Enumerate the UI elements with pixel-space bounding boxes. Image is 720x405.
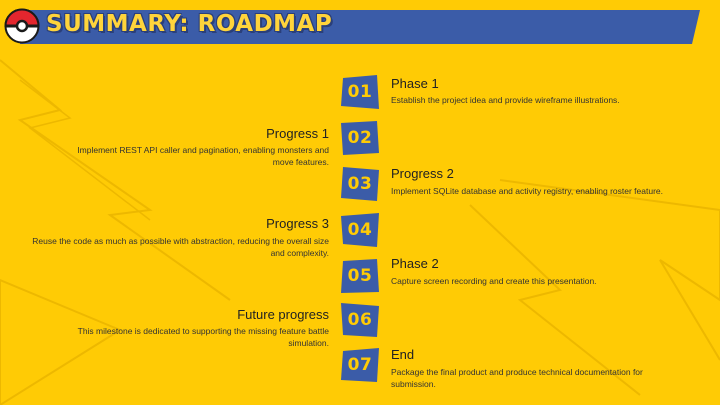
step-number-badge: 01 bbox=[341, 75, 379, 109]
step-description: This milestone is dedicated to supportin… bbox=[77, 326, 329, 348]
step-number: 02 bbox=[347, 128, 373, 148]
step-description: Capture screen recording and create this… bbox=[391, 276, 597, 286]
step-title: Progress 3 bbox=[266, 216, 329, 231]
step-description: Establish the project idea and provide w… bbox=[391, 95, 620, 105]
step-description: Implement SQLite database and activity r… bbox=[391, 186, 663, 196]
step-number-badge: 04 bbox=[341, 213, 379, 247]
step-title: Future progress bbox=[237, 307, 329, 322]
step-title: Progress 1 bbox=[266, 126, 329, 141]
step-number: 07 bbox=[347, 355, 373, 375]
step-description: Implement REST API caller and pagination… bbox=[77, 145, 329, 167]
step-number-badge: 06 bbox=[341, 303, 379, 337]
step-number-badge: 03 bbox=[341, 167, 379, 201]
step-number: 05 bbox=[347, 266, 373, 286]
step-title: End bbox=[391, 347, 415, 362]
step-description: Reuse the code as much as possible with … bbox=[32, 236, 329, 258]
step-number: 04 bbox=[347, 220, 373, 240]
page-title: SUMMARY: ROADMAP bbox=[46, 11, 333, 37]
step-number-badge: 07 bbox=[341, 348, 379, 382]
pokeball-icon bbox=[4, 8, 40, 44]
step-title: Phase 1 bbox=[391, 76, 439, 91]
step-number-badge: 05 bbox=[341, 259, 379, 293]
step-title: Progress 2 bbox=[391, 166, 454, 181]
step-number: 03 bbox=[347, 174, 373, 194]
step-number: 01 bbox=[347, 82, 373, 102]
step-number-badge: 02 bbox=[341, 121, 379, 155]
title-banner bbox=[20, 10, 700, 44]
step-title: Phase 2 bbox=[391, 256, 439, 271]
step-description: Package the final product and produce te… bbox=[391, 367, 643, 389]
step-number: 06 bbox=[347, 310, 373, 330]
